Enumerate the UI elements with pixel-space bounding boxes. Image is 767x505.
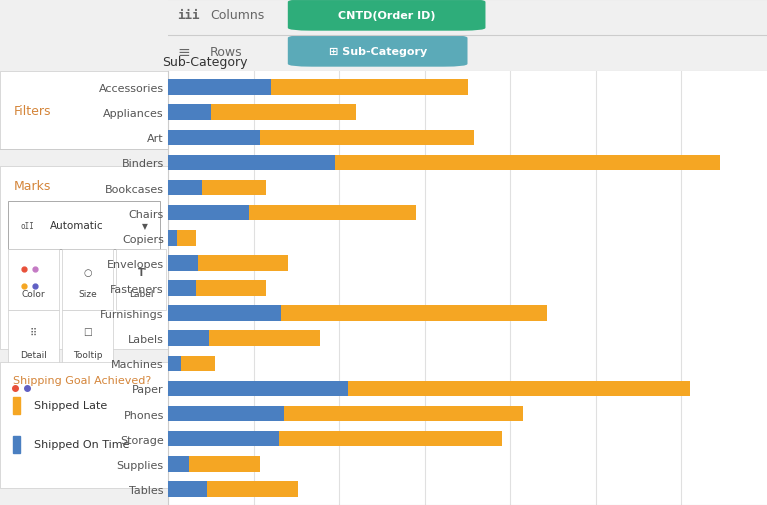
FancyBboxPatch shape xyxy=(116,249,166,310)
Bar xyxy=(271,80,468,96)
FancyBboxPatch shape xyxy=(288,0,486,32)
Text: ≡: ≡ xyxy=(177,45,189,60)
Text: ▼: ▼ xyxy=(142,221,148,230)
Text: Shipping Goal Achieved?: Shipping Goal Achieved? xyxy=(14,375,152,385)
Text: Sub-Category: Sub-Category xyxy=(162,57,248,69)
Bar xyxy=(168,356,181,371)
Text: Columns: Columns xyxy=(210,9,264,22)
Text: Shipped On Time: Shipped On Time xyxy=(34,439,129,449)
Text: Shipped Late: Shipped Late xyxy=(34,400,107,411)
FancyBboxPatch shape xyxy=(8,310,59,371)
Bar xyxy=(168,406,284,422)
Text: Color: Color xyxy=(21,290,45,299)
Bar xyxy=(168,231,176,246)
Text: Marks: Marks xyxy=(14,180,51,193)
Bar xyxy=(168,206,249,221)
Text: Rows: Rows xyxy=(210,46,242,59)
Bar xyxy=(168,481,206,497)
Bar xyxy=(206,481,298,497)
Text: Label: Label xyxy=(129,290,153,299)
Bar xyxy=(168,105,211,121)
Text: Automatic: Automatic xyxy=(51,221,104,231)
Text: Tooltip: Tooltip xyxy=(73,350,102,360)
Bar xyxy=(202,180,266,196)
Bar xyxy=(347,381,690,396)
Bar xyxy=(168,256,198,271)
Text: T: T xyxy=(138,267,144,277)
Bar xyxy=(249,206,416,221)
Bar xyxy=(168,281,196,296)
FancyBboxPatch shape xyxy=(288,36,468,68)
Text: Size: Size xyxy=(78,290,97,299)
FancyBboxPatch shape xyxy=(62,310,113,371)
Text: Shipping Goal ..: Shipping Goal .. xyxy=(57,384,138,392)
Text: Detail: Detail xyxy=(20,350,47,360)
FancyBboxPatch shape xyxy=(62,249,113,310)
Bar xyxy=(260,130,474,146)
FancyBboxPatch shape xyxy=(8,249,59,310)
FancyBboxPatch shape xyxy=(0,167,168,349)
Bar xyxy=(168,456,189,472)
Bar xyxy=(14,397,20,414)
Bar xyxy=(14,436,20,453)
Bar xyxy=(335,156,720,171)
Bar xyxy=(168,306,281,321)
Text: oII: oII xyxy=(20,221,34,230)
Text: ⊞ Sub-Category: ⊞ Sub-Category xyxy=(328,47,426,57)
Bar xyxy=(209,331,320,346)
FancyBboxPatch shape xyxy=(35,372,160,405)
Bar xyxy=(198,256,288,271)
Bar xyxy=(168,130,260,146)
Bar xyxy=(196,281,266,296)
Bar xyxy=(168,180,202,196)
FancyBboxPatch shape xyxy=(0,362,168,488)
Text: ⠿: ⠿ xyxy=(30,328,37,338)
Bar xyxy=(279,431,502,446)
Text: CNTD(Order ID): CNTD(Order ID) xyxy=(338,11,436,21)
Text: ○: ○ xyxy=(83,267,91,277)
Bar xyxy=(189,456,260,472)
Bar xyxy=(281,306,547,321)
FancyBboxPatch shape xyxy=(8,202,160,249)
Bar xyxy=(168,431,279,446)
Text: iii: iii xyxy=(177,9,199,22)
Bar xyxy=(176,231,196,246)
Text: Filters: Filters xyxy=(14,105,51,117)
Bar xyxy=(168,80,271,96)
Text: ☐: ☐ xyxy=(83,328,92,338)
Bar xyxy=(211,105,356,121)
Bar xyxy=(181,356,215,371)
Bar xyxy=(168,156,335,171)
FancyBboxPatch shape xyxy=(0,72,168,150)
Bar xyxy=(168,381,347,396)
Bar xyxy=(284,406,523,422)
Bar xyxy=(168,331,209,346)
